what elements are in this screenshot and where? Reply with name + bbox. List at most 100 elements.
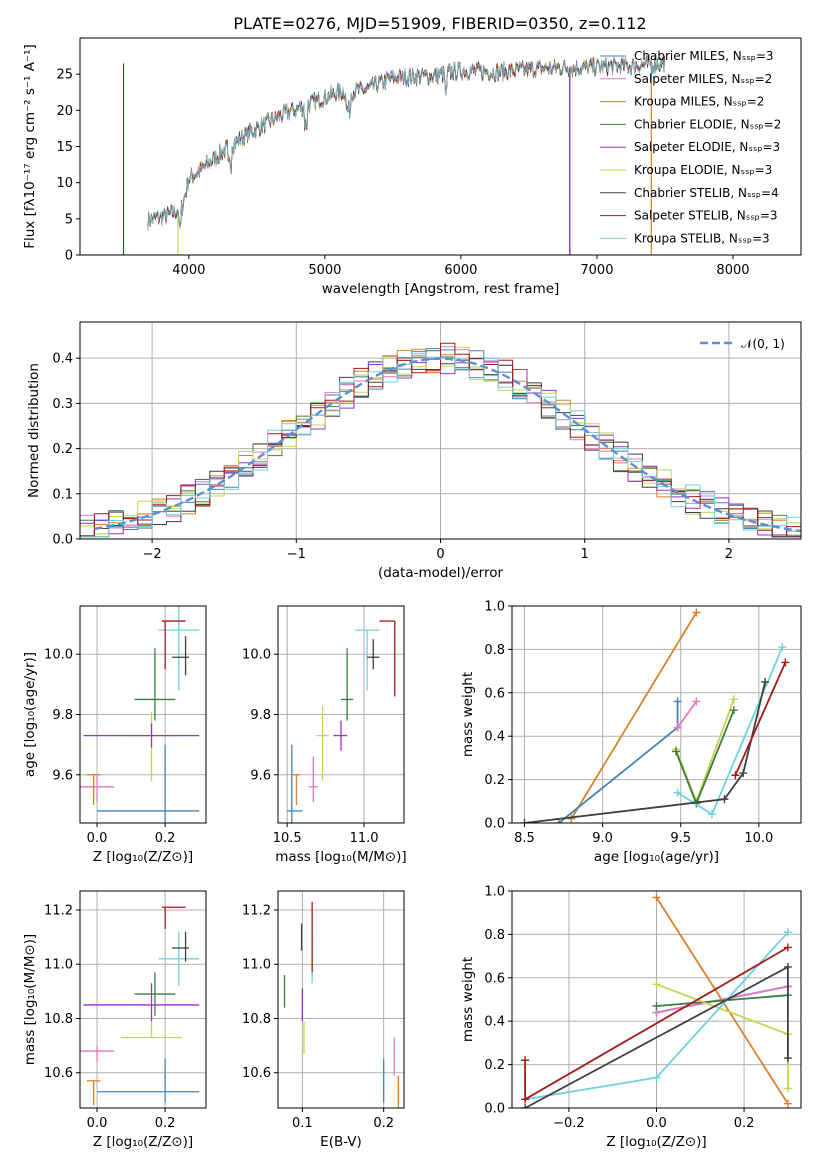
x-tick-label: 1 [581, 547, 589, 562]
errorbar-point [83, 723, 200, 748]
mass-vs-EBV-plot-area [283, 901, 399, 1108]
errorbar-point [379, 620, 396, 697]
y-tick-label: 0.6 [484, 686, 505, 701]
y-tick-label: 10.6 [44, 1066, 73, 1081]
y-tick-label: 9.6 [52, 768, 73, 783]
y-tick-label: 0.2 [484, 773, 505, 788]
weight-marker [783, 943, 792, 952]
y-tick-label: 20 [56, 104, 73, 119]
figure-title: PLATE=0276, MJD=51909, FIBERID=0350, z=0… [233, 14, 646, 33]
x-axis-label: (data-model)/error [378, 565, 504, 581]
y-tick-label: 10.8 [44, 1012, 73, 1027]
weight-marker [783, 962, 792, 971]
weight-line [558, 701, 679, 823]
age-vs-Z-plot-area [80, 606, 200, 823]
legend-entry: Kroupa STELIB, Nₛₛₚ=3 [634, 231, 770, 245]
y-tick-label: 10.0 [242, 648, 271, 663]
y-tick-label: 1.0 [484, 600, 505, 615]
y-tick-label: 11.2 [44, 903, 73, 918]
x-tick-label: 0.0 [646, 1116, 667, 1131]
weight-line [676, 700, 698, 729]
y-tick-label: 10.8 [242, 1012, 271, 1027]
legend-entry: Chabrier MILES, Nₛₛₚ=3 [634, 49, 774, 63]
weight-marker [731, 771, 740, 780]
errorbar-point [80, 1045, 115, 1062]
weight-marker [673, 697, 682, 706]
weight-marker [778, 643, 787, 652]
weight-marker [783, 1054, 792, 1063]
legend-entry: 𝒩(0, 1) [741, 337, 785, 351]
x-tick-label: 0 [436, 547, 444, 562]
y-tick-label: 11.2 [242, 903, 271, 918]
y-tick-label: 25 [56, 68, 73, 83]
errorbar-point [86, 1080, 101, 1106]
y-tick-label: 10.0 [44, 648, 73, 663]
y-tick-label: 10 [56, 176, 73, 191]
weight-marker [672, 747, 681, 756]
mass-vs-EBV-frame [277, 890, 405, 1109]
weight-marker [652, 893, 661, 902]
errorbar-point [161, 906, 186, 929]
weight-line [677, 646, 784, 816]
legend-entry: Salpeter MILES, Nₛₛₚ=2 [634, 72, 772, 86]
y-tick-label: 15 [56, 140, 73, 155]
legend-entry: Kroupa MILES, Nₛₛₚ=2 [634, 95, 764, 109]
weight-marker [520, 819, 529, 823]
errorbar-point [367, 639, 380, 670]
weight-line [734, 662, 787, 776]
errorbar-point [97, 744, 200, 823]
y-axis-label: Flux [fλ10⁻¹⁷ erg cm⁻² s⁻¹ A⁻¹] [22, 44, 38, 249]
x-tick-label: 0.0 [87, 1116, 108, 1131]
errorbar-point [333, 720, 348, 751]
mass-vs-Z-axes: 0.0 0.2 10.6 10.8 11.0 11.2 Z [log₁₀(Z/Z⊙)] mas… [22, 890, 207, 1150]
y-axis-label: mass [log₁₀(M/M⊙)] [22, 934, 38, 1065]
y-tick-label: 0.4 [484, 1015, 505, 1030]
y-tick-label: 0.6 [484, 971, 505, 986]
x-axis-label: Z [log₁₀(Z/Z⊙)] [93, 1134, 193, 1150]
errorbar-point [287, 744, 303, 823]
spectrum-plot-area [122, 54, 666, 255]
errorbar-point [354, 629, 380, 691]
y-axis-label: mass weight [460, 672, 476, 757]
errorbar-point [158, 606, 200, 691]
legend-entry: Salpeter STELIB, Nₛₛₚ=3 [634, 209, 778, 223]
y-axis-label: Normed distribution [26, 363, 42, 498]
errorbar-point [171, 931, 189, 962]
age-vs-mass-axes: 10.5 11.0 9.6 9.8 10.0 mass [log₁₀(M/M⊙)] [242, 605, 407, 865]
x-tick-label: 9.5 [670, 831, 691, 846]
y-tick-label: 10.6 [242, 1066, 271, 1081]
y-tick-label: 0.2 [52, 442, 73, 457]
weight-line [675, 698, 735, 804]
weight-marker [521, 1104, 530, 1108]
y-tick-label: 9.8 [52, 708, 73, 723]
x-tick-label: 11.0 [350, 831, 379, 846]
normal-curve [94, 357, 801, 533]
mass-vs-EBV-axes: 0.1 0.2 10.6 10.8 11.0 11.2 E(B-V) [242, 890, 405, 1150]
errorbar-point [80, 774, 115, 802]
weight-line [656, 994, 788, 1007]
plot-layer: 4000 5000 6000 7000 80000510152025wavelength… [22, 37, 802, 1150]
y-tick-label: 0.8 [484, 643, 505, 658]
spectrum-axes: 4000 5000 6000 7000 8000 0 5 10 15 20 25 wavelength… [22, 37, 802, 297]
weight-marker [783, 1084, 792, 1093]
weight-marker [567, 814, 576, 823]
y-tick-label: 1.0 [484, 885, 505, 900]
x-tick-label: −2 [143, 547, 162, 562]
y-tick-label: 0.4 [484, 730, 505, 745]
legend-entry: Chabrier ELODIE, Nₛₛₚ=2 [634, 117, 781, 131]
weight-marker [554, 819, 563, 823]
y-tick-label: 0.4 [52, 352, 73, 367]
errorbar-point [161, 620, 186, 670]
weight-marker [673, 788, 682, 797]
weight-vs-Z-plot-area [521, 893, 792, 1108]
errorbar-point [97, 1059, 200, 1103]
weight-marker [521, 1095, 530, 1104]
y-tick-label: 0.1 [52, 487, 73, 502]
y-tick-label: 0.0 [484, 817, 505, 832]
x-axis-label: mass [log₁₀(M/M⊙)] [275, 849, 406, 865]
y-tick-label: 0.3 [52, 397, 73, 412]
x-tick-label: 6000 [444, 263, 477, 278]
age-vs-Z-axes: 0.0 0.2 9.6 9.8 10.0 Z [log₁₀(Z/Z⊙)] age [log₁… [22, 605, 207, 865]
y-axis-label: age [log₁₀(age/yr)] [22, 652, 38, 777]
x-axis-label: Z [log₁₀(Z/Z⊙)] [93, 849, 193, 865]
